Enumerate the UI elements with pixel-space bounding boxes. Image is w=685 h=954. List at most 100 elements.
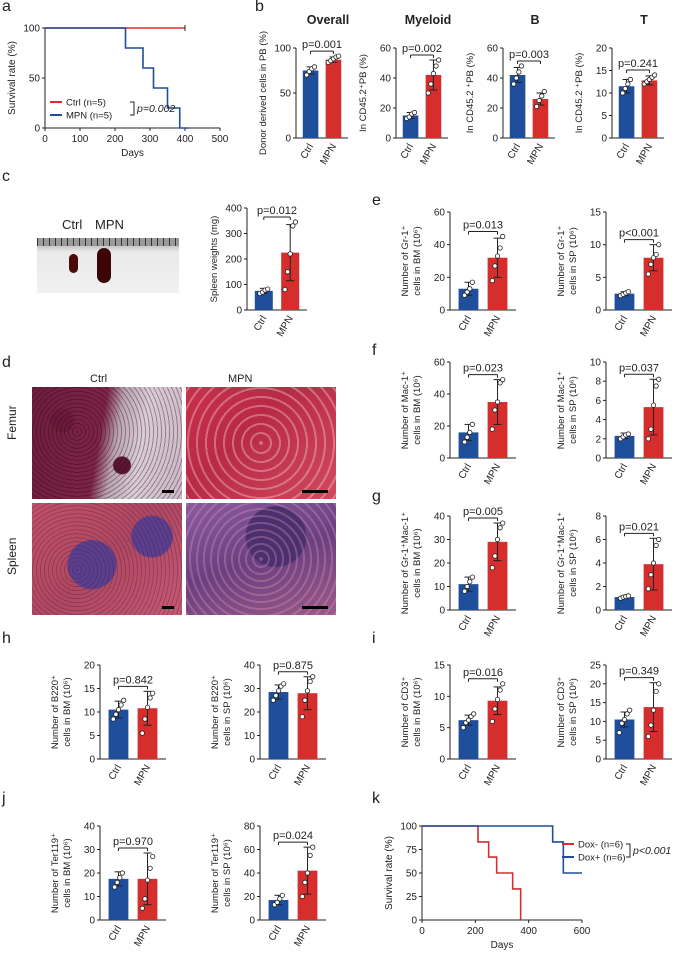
y-tick-label: 20 bbox=[434, 559, 446, 570]
x-tick-label: 400 bbox=[520, 926, 537, 937]
y-tick-label: 20 bbox=[84, 661, 96, 672]
y-tick-label: 20 bbox=[434, 273, 446, 284]
survival-line-1 bbox=[45, 27, 189, 129]
data-point bbox=[645, 733, 651, 740]
bar-chart-b1: 0 50 100 Ctrl MPN p=0.001 Overall Donor derived… bbox=[258, 13, 349, 167]
data-point bbox=[299, 893, 305, 900]
y-axis-label: cells in SP (10⁶) bbox=[568, 227, 579, 295]
p-value: p=0.001 bbox=[302, 39, 342, 51]
p-value: p=0.002 bbox=[402, 43, 442, 55]
y-axis-label: Number of Mac-1⁺ bbox=[400, 371, 411, 449]
bar-mpn bbox=[487, 257, 508, 310]
y-tick-label: 60 bbox=[434, 358, 446, 369]
data-point bbox=[513, 75, 519, 81]
y-axis-label: In CD45.2⁺PB (%) bbox=[358, 54, 369, 132]
data-point bbox=[311, 64, 318, 70]
data-point bbox=[290, 223, 296, 229]
histology-spleen-ctrl bbox=[32, 503, 182, 615]
data-point bbox=[273, 692, 279, 699]
x-tick-label: 100 bbox=[72, 134, 89, 145]
data-point bbox=[144, 704, 151, 710]
data-point bbox=[650, 402, 657, 408]
y-tick-label: 40 bbox=[434, 240, 446, 251]
data-point bbox=[489, 277, 495, 284]
x-tick-label: 0 bbox=[42, 134, 48, 145]
data-point bbox=[265, 286, 271, 292]
y-tick-label: 0 bbox=[595, 606, 601, 617]
x-tick-label: MPN bbox=[638, 614, 659, 639]
x-tick-label: MPN bbox=[482, 763, 503, 788]
y-tick-label: 20 bbox=[434, 422, 446, 433]
bar-mpn bbox=[487, 541, 508, 610]
bar-chart-e1: 0 20 40 60 Ctrl MPN p=0.013 Number of Gr-1⁺ cell… bbox=[400, 208, 516, 339]
data-point bbox=[111, 884, 118, 890]
y-tick-label: 40 bbox=[244, 661, 256, 672]
chart-title: Overall bbox=[307, 13, 349, 27]
y-axis-label: Number of Ter119⁺ bbox=[210, 833, 221, 913]
y-axis-label: Number of Gr-1⁺ bbox=[400, 225, 411, 296]
data-point bbox=[114, 879, 120, 886]
y-tick-label: 10 bbox=[84, 892, 96, 903]
y-tick-label: 100 bbox=[23, 24, 40, 35]
data-point bbox=[497, 687, 503, 693]
y-axis-label: Number of Ter119⁺ bbox=[50, 833, 61, 913]
panel-letter-c: c bbox=[2, 168, 10, 185]
p-value: p=0.875 bbox=[273, 660, 313, 672]
data-point bbox=[469, 279, 475, 285]
data-point bbox=[310, 674, 316, 680]
y-tick-label: 40 bbox=[244, 869, 256, 880]
bar-chart-h2: 0 10 20 30 40 Ctrl MPN p=0.875 Number of B220⁺ ce… bbox=[210, 660, 326, 788]
data-point bbox=[653, 383, 659, 389]
y-tick-label: 10 bbox=[590, 240, 602, 251]
data-point bbox=[621, 716, 628, 723]
bar-mpn bbox=[325, 59, 342, 139]
data-point bbox=[121, 697, 127, 703]
x-tick-label: MPN bbox=[292, 924, 313, 949]
data-point bbox=[469, 574, 475, 580]
data-point bbox=[117, 875, 123, 881]
bar-chart-f2: 0 2 4 6 8 10 Ctrl MPN p=0.037 Number of Mac-1⁺ cel… bbox=[556, 358, 672, 487]
x-tick-label: Ctrl bbox=[107, 763, 124, 782]
y-axis-label: Number of B220⁺ bbox=[210, 675, 221, 749]
x-tick-label: Ctrl bbox=[457, 462, 474, 481]
data-point bbox=[139, 905, 145, 911]
data-point bbox=[656, 376, 662, 382]
data-point bbox=[282, 286, 288, 293]
y-axis-label: cells in BM (10⁶) bbox=[412, 677, 423, 746]
data-point bbox=[653, 542, 659, 548]
histology-spleen-mpn bbox=[186, 503, 336, 615]
x-tick-label: 200 bbox=[467, 926, 484, 937]
y-tick-label: 15 bbox=[590, 208, 602, 219]
y-tick-label: 40 bbox=[380, 74, 392, 85]
data-point bbox=[518, 63, 525, 69]
y-tick-label: 10 bbox=[434, 692, 446, 703]
x-tick-label: Ctrl bbox=[252, 314, 269, 333]
data-point bbox=[620, 90, 626, 96]
y-tick-label: 0 bbox=[595, 454, 601, 465]
data-point bbox=[119, 870, 125, 876]
bar-mpn bbox=[487, 402, 508, 458]
x-tick-label: Ctrl bbox=[457, 614, 474, 633]
histology-femur-ctrl bbox=[32, 387, 182, 499]
bar-mpn bbox=[137, 708, 158, 759]
scale-bar bbox=[302, 490, 328, 493]
x-tick-label: MPN bbox=[275, 314, 296, 339]
data-point bbox=[494, 399, 501, 405]
y-tick-label: 60 bbox=[434, 208, 446, 219]
y-tick-label: 10 bbox=[596, 89, 608, 100]
p-value: p=0.003 bbox=[509, 49, 549, 61]
y-axis-label: In CD45.2 ⁺PB (%) bbox=[465, 53, 476, 134]
x-tick-label: 600 bbox=[574, 926, 591, 937]
y-axis-label: Survival rate (%) bbox=[7, 41, 18, 115]
p-value: p=0.842 bbox=[113, 674, 153, 686]
y-axis-label: cells in BM (10⁶) bbox=[412, 375, 423, 444]
data-point bbox=[494, 536, 501, 543]
survival-line-1 bbox=[422, 825, 582, 874]
y-tick-label: 5 bbox=[89, 731, 95, 742]
y-tick-label: 0 bbox=[249, 916, 255, 927]
y-axis-label: Number of CD3⁺ bbox=[556, 676, 567, 747]
data-point bbox=[653, 688, 659, 694]
x-tick-label: MPN bbox=[482, 462, 503, 487]
histology-col-mpn: MPN bbox=[228, 373, 253, 385]
panel-letter-d: d bbox=[2, 354, 11, 371]
